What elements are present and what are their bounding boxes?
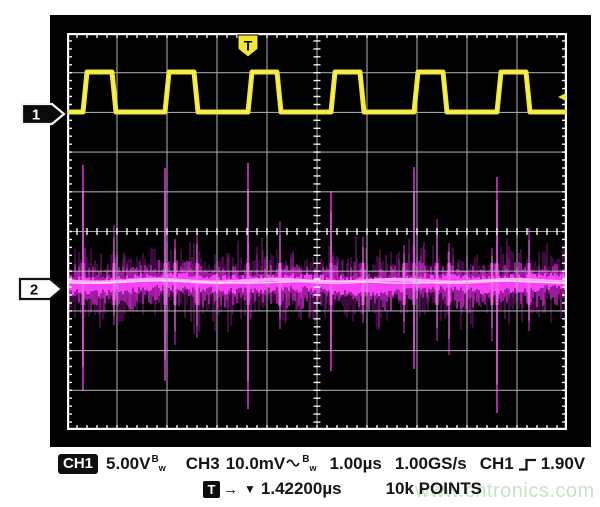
ch3-marker-shape xyxy=(18,277,64,301)
trigger-badge: T xyxy=(203,480,220,498)
ac-coupling-icon xyxy=(286,459,301,467)
trigger-time-readout: 1.42200µs xyxy=(260,479,342,498)
scope-bezel: T xyxy=(50,15,591,447)
sample-rate-readout: 1.00GS/s xyxy=(394,454,467,473)
ch1-trace xyxy=(67,69,567,115)
readout-line2: T → ▼ 1.42200µs 10k POINTS xyxy=(203,478,482,500)
scope-display: T xyxy=(67,33,567,430)
ch3-source-label: CH3 xyxy=(185,454,220,473)
trigger-source-label: CH1 xyxy=(479,454,514,473)
trigger-readout: CH1 1.90V xyxy=(480,454,585,474)
trigger-level-arrow-icon xyxy=(558,93,566,101)
trigger-level-value: 1.90V xyxy=(540,454,586,473)
timebase-readout: 1.00µs xyxy=(329,454,382,473)
trigger-markers: T xyxy=(237,34,566,101)
ch1-source-badge: CH1 xyxy=(58,454,99,474)
trigger-position-icon: ▼ xyxy=(244,482,256,496)
ch3-ground-marker: 2 xyxy=(18,277,64,301)
ch1-scale-value: 5.00V xyxy=(106,454,151,473)
trigger-position-label: T xyxy=(244,38,253,54)
trigger-arrow-icon: → xyxy=(223,480,238,498)
ch1-marker-label: 1 xyxy=(32,107,40,124)
ch3-marker-label: 2 xyxy=(30,282,38,299)
ch1-marker-shape xyxy=(20,102,66,126)
graticule xyxy=(67,33,567,430)
watermark: www.cntronics.com xyxy=(415,480,595,502)
bw-limit-icon: B xyxy=(151,453,159,465)
ch1-ground-marker: 1 xyxy=(20,102,66,126)
trigger-position-marker-icon xyxy=(237,34,259,58)
record-length-readout: 10k POINTS xyxy=(385,479,482,498)
rising-edge-icon xyxy=(518,458,536,471)
ch3-scale-value: 10.0mV xyxy=(225,454,286,473)
bw-limit-icon: B xyxy=(302,453,310,465)
